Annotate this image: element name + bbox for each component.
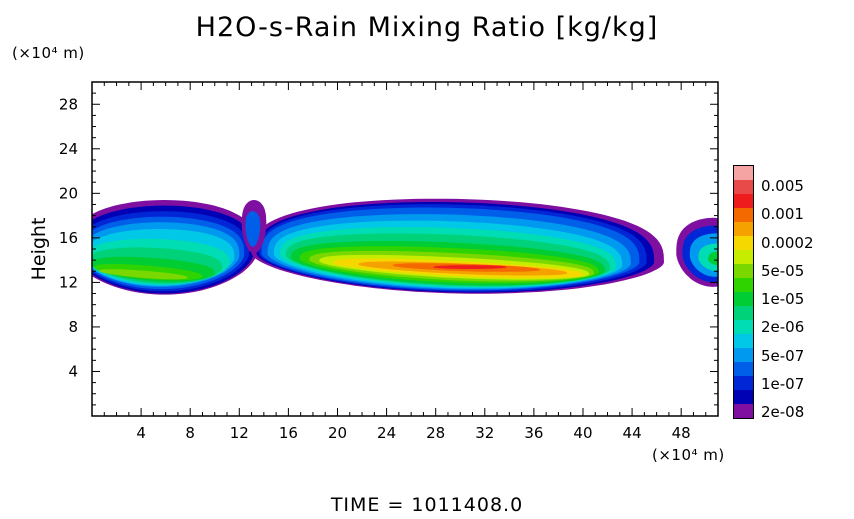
colorbar-label: 5e-05	[761, 261, 805, 280]
x-tick-label: 48	[672, 424, 691, 442]
y-tick-label: 4	[68, 362, 78, 380]
colorbar-swatch	[734, 278, 753, 292]
x-tick-label: 20	[328, 424, 347, 442]
y-tick-label: 12	[59, 273, 78, 291]
colorbar-swatch	[734, 166, 753, 180]
y-axis-unit: (×10⁴ m)	[12, 44, 85, 62]
colorbar-swatch	[734, 362, 753, 376]
colorbar	[733, 165, 754, 419]
x-tick-label: 24	[377, 424, 396, 442]
right-cloud-layer	[698, 243, 718, 272]
colorbar-label: 0.001	[761, 205, 804, 224]
main-cloud-layer	[433, 265, 507, 269]
colorbar-swatch	[734, 348, 753, 362]
colorbar-label: 0.005	[761, 177, 804, 196]
y-tick-label: 28	[59, 95, 78, 113]
x-tick-label: 12	[230, 424, 249, 442]
colorbar-swatch	[734, 208, 753, 222]
colorbar-swatch	[734, 390, 753, 404]
colorbar-swatch	[734, 250, 753, 264]
x-tick-label: 16	[279, 424, 298, 442]
left-cloud-layer	[99, 269, 188, 280]
colorbar-label: 1e-05	[761, 290, 805, 309]
chart-title: H2O-s-Rain Mixing Ratio [kg/kg]	[195, 12, 659, 43]
x-tick-label: 8	[185, 424, 195, 442]
colorbar-label: 2e-06	[761, 318, 805, 337]
colorbar-swatch	[734, 264, 753, 278]
y-tick-label: 20	[59, 184, 78, 202]
colorbar-label: 2e-08	[761, 402, 805, 421]
right-cloud-layer	[708, 251, 718, 266]
x-tick-label: 40	[573, 424, 592, 442]
y-tick-label: 8	[68, 318, 78, 336]
colorbar-swatch	[734, 292, 753, 306]
colorbar-swatch	[734, 376, 753, 390]
colorbar-swatch	[734, 236, 753, 250]
colorbar-swatch	[734, 222, 753, 236]
x-tick-label: 4	[136, 424, 146, 442]
x-axis-unit: (×10⁴ m)	[652, 446, 725, 464]
mixing-ratio-field	[92, 198, 718, 295]
colorbar-swatch	[734, 194, 753, 208]
x-tick-label: 32	[475, 424, 494, 442]
colorbar-label: 1e-07	[761, 374, 805, 393]
fragment-cloud-layer	[245, 211, 261, 247]
colorbar-swatch	[734, 180, 753, 194]
colorbar-swatch	[734, 306, 753, 320]
colorbar-swatch	[734, 320, 753, 334]
y-tick-label: 24	[59, 140, 78, 158]
colorbar-label: 5e-07	[761, 346, 805, 365]
colorbar-label: 0.0002	[761, 233, 814, 252]
y-tick-label: 16	[59, 229, 78, 247]
colorbar-swatch	[734, 334, 753, 348]
time-label: TIME = 1011408.0	[330, 494, 524, 516]
x-tick-label: 28	[426, 424, 445, 442]
colorbar-swatch	[734, 404, 753, 418]
x-tick-label: 36	[524, 424, 543, 442]
x-tick-label: 44	[623, 424, 642, 442]
